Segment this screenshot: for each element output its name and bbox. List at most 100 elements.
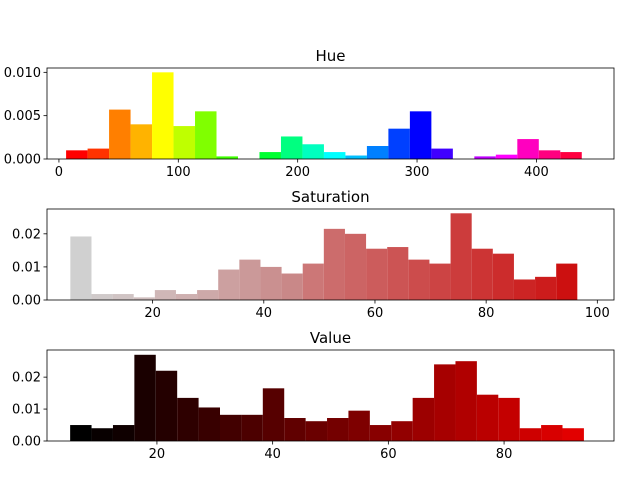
histogram-bar — [260, 266, 282, 300]
histogram-bar — [177, 397, 199, 441]
x-tick-label: 60 — [367, 306, 384, 321]
y-tick-label: 0.01 — [12, 260, 41, 275]
axes-frame — [46, 349, 615, 442]
histogram-bar — [259, 152, 281, 159]
axes-frame — [46, 67, 615, 160]
histogram-bar — [369, 425, 392, 441]
histogram-bar — [345, 155, 367, 159]
histogram-bar — [197, 290, 219, 300]
histogram-bar — [556, 263, 578, 300]
y-tick-label: 0.00 — [12, 294, 41, 309]
histogram-bar — [173, 126, 196, 159]
histogram-bar — [366, 248, 388, 300]
histogram-bar — [195, 111, 217, 159]
x-tick-label: 100 — [585, 306, 610, 321]
histogram-bar — [281, 273, 303, 300]
histogram-bar — [302, 144, 324, 159]
histogram-bar — [495, 154, 518, 159]
y-tick-label: 0.02 — [12, 227, 41, 242]
histogram-bar — [535, 276, 557, 300]
histogram-bar — [492, 253, 514, 300]
histogram-bar — [434, 364, 456, 441]
y-tick-label: 0.000 — [4, 153, 41, 168]
histogram-bar — [562, 428, 584, 441]
chart-title: Hue — [315, 47, 345, 65]
histogram-bar — [560, 152, 582, 159]
histogram-bar — [327, 418, 349, 441]
histogram-bar — [134, 354, 156, 441]
y-tick-label: 0.010 — [4, 66, 41, 81]
histogram-bar — [455, 361, 477, 441]
histogram-bar — [323, 228, 345, 300]
chart-panel-saturation: Saturation 20 40 60 80 100 0.00 0.01 0.02 — [12, 188, 615, 321]
histogram-bar — [152, 72, 174, 159]
histogram-bar — [323, 152, 346, 159]
histogram-bar — [344, 233, 367, 300]
chart-title: Value — [310, 329, 351, 347]
histogram-bar — [366, 146, 389, 159]
x-tick-label: 200 — [285, 165, 310, 180]
x-tick-label: 80 — [478, 306, 495, 321]
histogram-bar — [241, 414, 263, 441]
histogram-bar — [219, 414, 242, 441]
histogram-bar — [519, 428, 542, 441]
histogram-bar — [112, 294, 134, 300]
histogram-bar — [450, 213, 472, 300]
histogram-bar — [429, 263, 451, 300]
chart-title: Saturation — [291, 188, 369, 206]
histogram-bar — [471, 248, 493, 300]
histogram-bar — [302, 263, 324, 300]
x-tick-label: 20 — [149, 447, 166, 462]
histogram-bar — [216, 156, 238, 159]
histogram-bar — [91, 428, 113, 441]
histogram-bar — [513, 279, 536, 300]
y-tick-label: 0.00 — [12, 435, 41, 450]
histogram-bar — [262, 388, 285, 441]
histogram-bar — [431, 148, 453, 159]
histogram-bar — [239, 259, 261, 300]
histogram-bar — [133, 297, 155, 300]
x-tick-label: 80 — [496, 447, 513, 462]
histogram-bar — [154, 290, 176, 300]
histogram-bar — [305, 421, 328, 441]
histogram-bar — [70, 425, 92, 441]
y-tick-label: 0.02 — [12, 371, 41, 386]
histogram-bar — [391, 421, 413, 441]
histogram-bar — [476, 394, 499, 441]
x-tick-label: 0 — [55, 165, 63, 180]
histogram-bar — [87, 148, 110, 159]
x-tick-label: 100 — [166, 165, 191, 180]
x-tick-label: 40 — [264, 447, 281, 462]
y-tick-label: 0.01 — [12, 403, 41, 418]
x-tick-label: 400 — [524, 165, 549, 180]
histogram-bar — [284, 418, 306, 441]
histogram-bar — [218, 269, 240, 300]
chart-panel-hue: Hue 0 100 200 300 400 0.000 0.005 0.010 — [4, 47, 615, 180]
histogram-bar — [538, 150, 561, 159]
x-tick-label: 60 — [380, 447, 397, 462]
y-tick-label: 0.005 — [4, 109, 41, 124]
histogram-bar — [130, 124, 153, 159]
chart-panel-value: Value 20 40 60 80 0.00 0.01 0.02 — [12, 329, 615, 462]
histogram-bar — [175, 294, 198, 300]
histogram-bar — [91, 294, 113, 300]
histogram-bar — [517, 139, 539, 159]
histogram-bar — [388, 128, 410, 159]
histogram-bar — [409, 111, 432, 159]
histogram-bar — [70, 236, 92, 300]
x-tick-label: 20 — [144, 306, 161, 321]
histogram-bar — [348, 410, 370, 441]
histogram-bar — [474, 156, 496, 159]
histogram-bar — [155, 370, 178, 441]
histogram-bar — [498, 397, 520, 441]
x-tick-label: 300 — [405, 165, 430, 180]
histogram-bar — [280, 136, 303, 159]
histogram-bar — [66, 150, 88, 159]
histogram-bar — [112, 425, 135, 441]
histogram-bar — [198, 407, 220, 441]
histogram-bar — [541, 425, 563, 441]
histogram-bar — [387, 247, 409, 300]
axes-frame — [46, 208, 615, 301]
